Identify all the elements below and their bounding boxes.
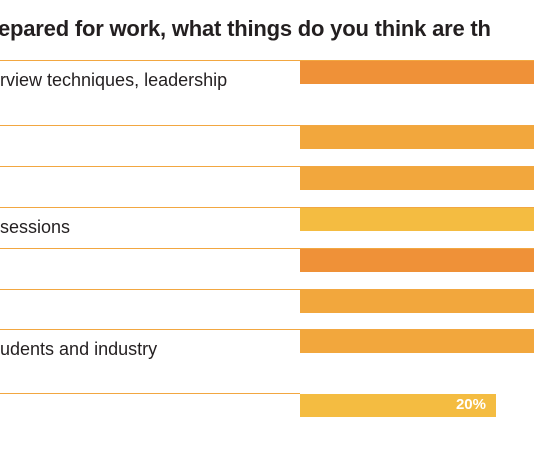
bar (300, 330, 534, 353)
category-label: sessions (0, 217, 71, 237)
bar (300, 61, 534, 84)
bar (300, 208, 534, 231)
chart-title: epared for work, what things do you thin… (0, 16, 491, 41)
row-divider (0, 166, 534, 167)
row-divider (0, 207, 534, 208)
row-divider (0, 393, 300, 394)
bar (300, 126, 534, 149)
bar (300, 394, 496, 417)
category-label: udents and industry (0, 339, 158, 359)
row-divider (0, 289, 534, 290)
bar (300, 249, 534, 272)
row-divider (0, 60, 534, 61)
row-divider (0, 248, 534, 249)
data-label: 20% (455, 396, 486, 413)
category-label: rview techniques, leadership (0, 70, 228, 90)
bar (300, 290, 534, 313)
row-divider (0, 329, 534, 330)
row-divider (0, 125, 534, 126)
bar (300, 167, 534, 190)
